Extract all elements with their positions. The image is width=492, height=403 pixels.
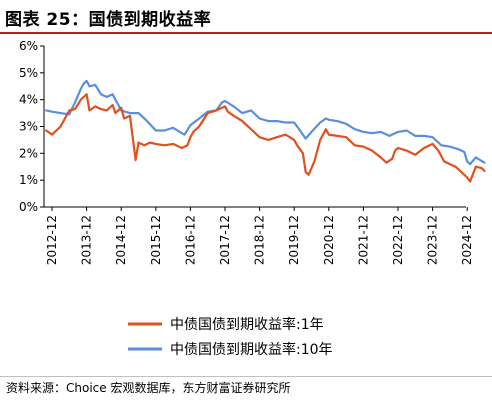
legend-label: 中债国债到期收益率:1年 [170,316,324,333]
x-tick-label: 2020-12 [322,215,336,265]
x-tick-label: 2012-12 [45,215,59,265]
x-tick-label: 2013-12 [80,215,94,265]
y-tick-label: 3% [19,120,38,134]
y-tick-label: 0% [19,200,38,214]
series-line-10y [45,79,486,166]
y-tick-label: 4% [19,93,38,107]
y-tick-label: 1% [19,173,38,187]
x-tick-label: 2016-12 [183,215,197,265]
figure-title: 图表 25：国债到期收益率 [5,10,212,30]
source-note: 资料来源：Choice 宏观数据库，东方财富证券研究所 [6,381,291,395]
x-tick-label: 2015-12 [149,215,163,265]
legend-label: 中债国债到期收益率:10年 [170,341,333,358]
y-tick-label: 2% [19,146,38,160]
source-divider [0,376,492,377]
line-chart: 0% 1% 2% 3% 4% 5% 6% 2012-12 2013-12 2014-12 2015… [19,39,486,358]
y-tick-label: 5% [19,66,38,80]
x-tick-label: 2018-12 [253,215,267,265]
series-line-1y [45,93,486,183]
x-axis-ticks: 2012-12 2013-12 2014-12 2015-12 2016-12 2017-… [45,207,474,265]
chart-series [45,79,486,183]
x-tick-label: 2022-12 [391,215,405,265]
title-rule [0,32,492,34]
x-tick-label: 2017-12 [218,215,232,265]
x-tick-label: 2021-12 [356,215,370,265]
y-axis-ticks: 0% 1% 2% 3% 4% 5% 6% [19,39,44,214]
x-tick-label: 2019-12 [287,215,301,265]
x-tick-label: 2014-12 [114,215,128,265]
x-tick-label: 2024-12 [460,215,474,265]
chart-axes [43,46,466,208]
x-tick-label: 2023-12 [426,215,440,265]
y-tick-label: 6% [19,39,38,53]
